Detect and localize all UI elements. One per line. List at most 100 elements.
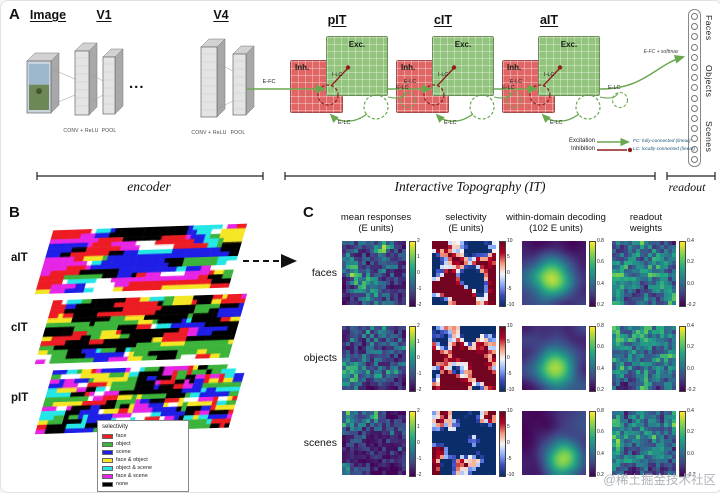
cnn-layer-side: [114, 48, 124, 115]
map-label-cit: cIT: [11, 322, 28, 334]
readout-class-faces: Faces: [704, 15, 714, 41]
conn-label-ilc: I-LC: [438, 72, 449, 78]
legend-chip: [102, 481, 113, 487]
exc-label: Exc.: [560, 40, 578, 49]
legend-excitation-label: Excitation: [568, 138, 595, 144]
colorbar: [679, 241, 686, 307]
inh-label: Inh.: [507, 63, 522, 72]
cnn-layer-front: [200, 46, 218, 118]
legend-label: scene: [116, 449, 131, 455]
column-subtitle: weights: [629, 223, 663, 234]
colorbar-tick: 0.4: [687, 238, 694, 244]
heatmap-canvas: [612, 411, 676, 475]
legend-label: face & object: [116, 457, 148, 463]
projection-line: [216, 62, 234, 72]
colorbar-tick: 0: [507, 355, 510, 361]
colorbar-tick: 5: [507, 339, 510, 345]
layer-caption-pool1: POOL: [101, 128, 117, 134]
watermark: @稀土掘金技术社区: [603, 473, 716, 487]
excitatory-loop: [599, 92, 619, 99]
colorbar-tick: 0.4: [597, 365, 604, 372]
legend-fc-note: FC: fully-connected (linear): [633, 139, 691, 144]
topography-map: [34, 293, 248, 365]
cnn-layer-top: [102, 48, 124, 58]
projection-line: [88, 94, 104, 104]
colorbar-ticks: 0.8 0.6 0.4 0.2: [596, 238, 614, 308]
exc-dashed-circle-small: [611, 91, 629, 109]
header-image: Image: [29, 8, 67, 22]
row-label-objects: objects: [303, 352, 337, 364]
colorbar-ticks: 0.4 0.2 0.0 -0.2: [686, 408, 704, 478]
colorbar-tick: 2: [417, 408, 420, 414]
column-subtitle: (102 E units): [529, 223, 583, 234]
legend-row: object: [102, 440, 184, 448]
module-input-label: E-FC: [262, 79, 276, 85]
colorbar-tick: -0.2: [687, 302, 696, 308]
colorbar-ticks: 0.4 0.2 0.0 -0.2: [686, 323, 704, 393]
legend-chip: [102, 441, 113, 447]
colorbar-ticks: 0.8 0.6 0.4 0.2: [596, 323, 614, 393]
exc-label: Exc.: [454, 40, 472, 49]
colorbar-ticks: 10 5 0 -5 -10: [506, 408, 524, 478]
legend-label: face: [116, 433, 127, 439]
readout-unit: [691, 43, 698, 51]
column-title: within-domain decoding: [506, 212, 606, 223]
colorbar-tick: -10: [507, 387, 515, 393]
readout-units-panel: [688, 9, 701, 167]
colorbar-tick: 0.4: [687, 323, 694, 329]
colorbar-tick: 0.2: [597, 302, 604, 308]
colorbar-tick: 5: [507, 424, 510, 430]
cnn-layer-front: [102, 56, 116, 115]
colorbar-tick: 0.4: [687, 408, 694, 414]
colorbar-tick: 0.8: [597, 238, 604, 244]
readout-class-scenes: Scenes: [704, 121, 714, 153]
bracket-it: Interactive Topography (IT): [394, 179, 546, 194]
colorbar: [409, 326, 416, 392]
colorbar-tick: 0.2: [597, 472, 604, 478]
cnn-layer-top: [26, 52, 60, 62]
module-title: cIT: [433, 13, 453, 27]
conn-label-elc-bottom: E-LC: [550, 120, 563, 126]
column-subtitle: (E units): [358, 223, 394, 234]
colorbar-tick: -2: [417, 472, 422, 478]
exc-dashed-circle: [363, 94, 389, 120]
colorbar-tick: 10: [507, 238, 513, 244]
cnn-layer-front: [26, 60, 52, 114]
colorbar-tick: -10: [507, 302, 515, 308]
colorbar-tick: -0.2: [687, 387, 696, 393]
colorbar-tick: 0.8: [597, 323, 604, 329]
exc-dashed-circle: [575, 94, 601, 120]
legend-label: object: [116, 441, 131, 447]
input-image-sky: [29, 64, 49, 85]
panel-b-label: B: [9, 204, 20, 221]
column-title: mean responses: [340, 212, 412, 223]
input-image-detail: [36, 88, 42, 95]
column-title: selectivity: [445, 212, 487, 223]
readout-unit: [691, 84, 698, 92]
column-header-mean-responses: mean responses (E units): [311, 212, 441, 234]
colorbar: [499, 326, 506, 392]
inh-label: Inh.: [401, 63, 416, 72]
legend-row: face & scene: [102, 472, 184, 480]
colorbar: [499, 411, 506, 477]
colorbar: [409, 241, 416, 307]
legend-label: face & scene: [116, 473, 148, 479]
selectivity-legend-title: selectivity: [102, 424, 129, 430]
colorbar-tick: -5: [507, 371, 512, 377]
readout-unit: [691, 23, 698, 31]
readout-class-objects: Objects: [704, 65, 714, 98]
header-v1: V1: [96, 8, 112, 22]
colorbar: [409, 411, 416, 477]
legend-chip: [102, 449, 113, 455]
colorbar-tick: -10: [507, 472, 515, 478]
conn-label-elc-out: E-LC: [608, 85, 621, 91]
colorbar-ticks: 2 1 0 -1 -2: [416, 323, 434, 393]
readout-output-label: E-FC + softmax: [643, 49, 679, 55]
colorbar-tick: -2: [417, 387, 422, 393]
colorbar-tick: 1: [417, 339, 420, 345]
legend-chip: [102, 433, 113, 439]
colorbar-tick: 1: [417, 254, 420, 260]
colorbar-tick: -1: [417, 456, 422, 462]
colorbar-tick: 1: [417, 424, 420, 430]
